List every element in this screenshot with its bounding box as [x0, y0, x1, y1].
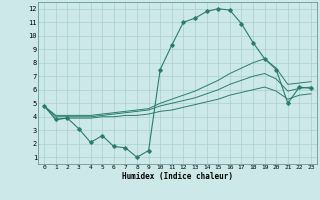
X-axis label: Humidex (Indice chaleur): Humidex (Indice chaleur)	[122, 172, 233, 181]
